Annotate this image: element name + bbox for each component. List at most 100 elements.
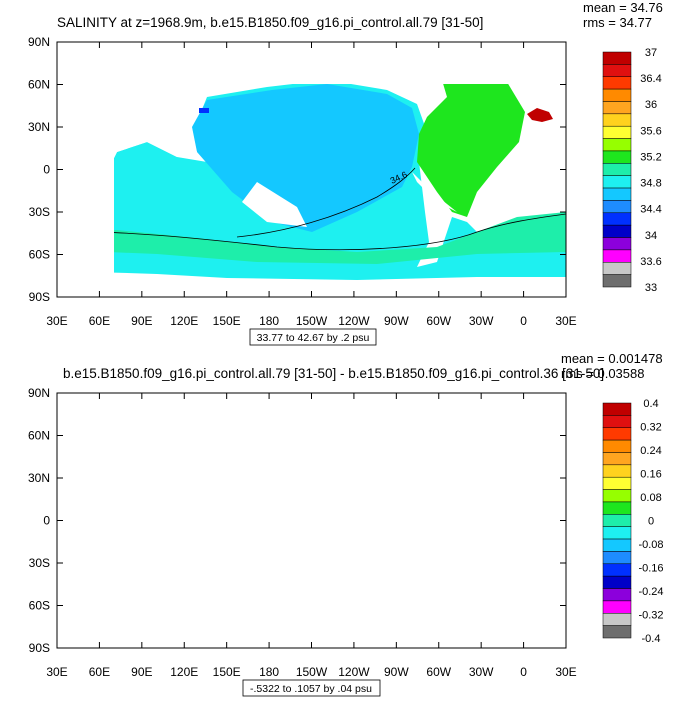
rms-label: rms = 34.77 bbox=[583, 15, 652, 30]
colorbar-swatch bbox=[602, 551, 632, 565]
colorbar-swatch bbox=[602, 501, 632, 515]
x-tick-label: 90E bbox=[131, 314, 152, 328]
colorbar-swatch bbox=[602, 51, 632, 65]
colorbar-swatch bbox=[602, 150, 632, 164]
y-tick-label: 0 bbox=[43, 163, 50, 177]
x-tick-label: 0 bbox=[520, 314, 527, 328]
y-tick-label: 60N bbox=[28, 429, 50, 443]
colorbar-swatch bbox=[602, 489, 632, 503]
colorbar-swatch bbox=[602, 274, 632, 288]
y-tick-label: 60S bbox=[29, 599, 50, 613]
colorbar-swatch bbox=[602, 237, 632, 251]
y-tick-label: 30S bbox=[29, 205, 50, 219]
colorbar-swatch bbox=[602, 526, 632, 540]
contour-label: 0 bbox=[229, 475, 234, 485]
colorbar-swatch bbox=[602, 464, 632, 478]
panel-salinity-difference: b.e15.B1850.f09_g16.pi_control.all.79 [3… bbox=[28, 351, 664, 697]
y-tick-label: 30N bbox=[28, 120, 50, 134]
colorbar-swatch bbox=[602, 200, 632, 214]
colorbar-label: 35.2 bbox=[640, 151, 661, 163]
ocean-north-atlantic-ring bbox=[432, 465, 519, 493]
colorbar-swatch bbox=[602, 163, 632, 176]
colorbar-label: 35.6 bbox=[640, 125, 661, 137]
ocean-atlantic-region bbox=[417, 84, 525, 217]
colorbar-label: 0.16 bbox=[640, 469, 661, 481]
colorbar-label: 33.6 bbox=[640, 256, 661, 268]
x-tick-label: 180 bbox=[259, 314, 279, 328]
colorbar-swatch bbox=[602, 563, 632, 577]
contour-atlantic bbox=[439, 462, 509, 533]
colorbar-label: -0.4 bbox=[642, 633, 661, 645]
contour-34-6 bbox=[236, 167, 416, 238]
colorbar-label: 36.4 bbox=[640, 73, 661, 85]
y-tick-label: 30S bbox=[29, 556, 50, 570]
y-axis: 90N 60N 30N 0 30S 60S 90S bbox=[28, 35, 566, 304]
colorbar: 0.4 0.32 0.24 0.16 0.08 0 -0.08 -0.16 -0.24 -0.32… bbox=[602, 398, 664, 645]
y-tick-label: 90N bbox=[28, 386, 50, 400]
x-tick-label: 120E bbox=[170, 314, 198, 328]
colorbar-swatch bbox=[602, 113, 632, 127]
x-tick-label: 60E bbox=[89, 665, 110, 679]
ocean-south-atlantic-high bbox=[477, 489, 512, 533]
colorbar-swatch bbox=[602, 452, 632, 466]
x-tick-label: 90W bbox=[384, 314, 409, 328]
y-tick-label: 90S bbox=[29, 641, 50, 655]
contour-zero bbox=[207, 456, 412, 493]
y-tick-label: 0 bbox=[43, 514, 50, 528]
colorbar-label: 37 bbox=[645, 47, 657, 59]
contour-info: 33.77 to 42.67 by .2 psu bbox=[257, 332, 370, 344]
x-tick-label: 90E bbox=[131, 665, 152, 679]
x-tick-label: 120W bbox=[338, 665, 370, 679]
map-frame bbox=[56, 392, 567, 649]
colorbar-label: 36 bbox=[645, 99, 657, 111]
y-tick-label: 60N bbox=[28, 78, 50, 92]
x-tick-label: 30E bbox=[555, 665, 576, 679]
colorbar-swatch bbox=[602, 224, 632, 238]
colorbar-swatch bbox=[602, 427, 632, 441]
x-tick-label: 60E bbox=[89, 314, 110, 328]
ocean-mediterranean bbox=[527, 108, 553, 122]
colorbar-label: 0 bbox=[648, 516, 654, 528]
contour-southern bbox=[114, 213, 567, 251]
colorbar-label: 0.32 bbox=[640, 422, 661, 434]
x-tick-label: 150W bbox=[296, 665, 328, 679]
mean-label: mean = 34.76 bbox=[583, 0, 663, 15]
x-tick-label: 60W bbox=[426, 665, 451, 679]
colorbar-swatch bbox=[602, 249, 632, 263]
x-tick-label: 150W bbox=[296, 314, 328, 328]
colorbar-swatch bbox=[602, 262, 632, 275]
x-tick-label: 30W bbox=[469, 665, 494, 679]
ocean-global-region bbox=[57, 393, 566, 631]
panel-salinity: SALINITY at z=1968.9m, b.e15.B1850.f09_g… bbox=[28, 0, 663, 346]
colorbar-label: -0.32 bbox=[638, 610, 663, 622]
y-tick-label: 60S bbox=[29, 248, 50, 262]
colorbar-swatch bbox=[602, 439, 632, 453]
contour-info-box: -.5322 to .1057 by .04 psu bbox=[242, 679, 381, 697]
colorbar-label: 0.24 bbox=[640, 445, 661, 457]
x-tick-label: 30E bbox=[555, 314, 576, 328]
x-tick-label: 0 bbox=[520, 665, 527, 679]
colorbar-label: 33 bbox=[645, 282, 657, 294]
ocean-pacific-anomaly bbox=[207, 443, 412, 513]
colorbar-label: -0.24 bbox=[638, 586, 663, 598]
colorbar-swatch bbox=[602, 101, 632, 115]
colorbar-label: 34 bbox=[645, 230, 657, 242]
colorbar-swatch bbox=[602, 175, 632, 189]
x-tick-label: 30E bbox=[46, 314, 67, 328]
colorbar-swatch bbox=[602, 588, 632, 602]
ocean-southern-band bbox=[114, 212, 566, 264]
colorbar-swatch bbox=[602, 613, 632, 626]
chart-title: b.e15.B1850.f09_g16.pi_control.all.79 [3… bbox=[63, 366, 604, 381]
colorbar-swatch bbox=[602, 212, 632, 226]
colorbar-swatch bbox=[602, 187, 632, 201]
x-tick-label: 30W bbox=[469, 314, 494, 328]
colorbar-swatch bbox=[602, 125, 632, 139]
contour-info: -.5322 to .1057 by .04 psu bbox=[250, 683, 372, 695]
colorbar-swatch bbox=[602, 415, 632, 428]
colorbar-label: -0.16 bbox=[638, 563, 663, 575]
colorbar-swatch bbox=[602, 514, 632, 527]
x-tick-label: 150E bbox=[213, 314, 241, 328]
x-tick-label: 120W bbox=[338, 314, 370, 328]
y-tick-label: 90S bbox=[29, 290, 50, 304]
